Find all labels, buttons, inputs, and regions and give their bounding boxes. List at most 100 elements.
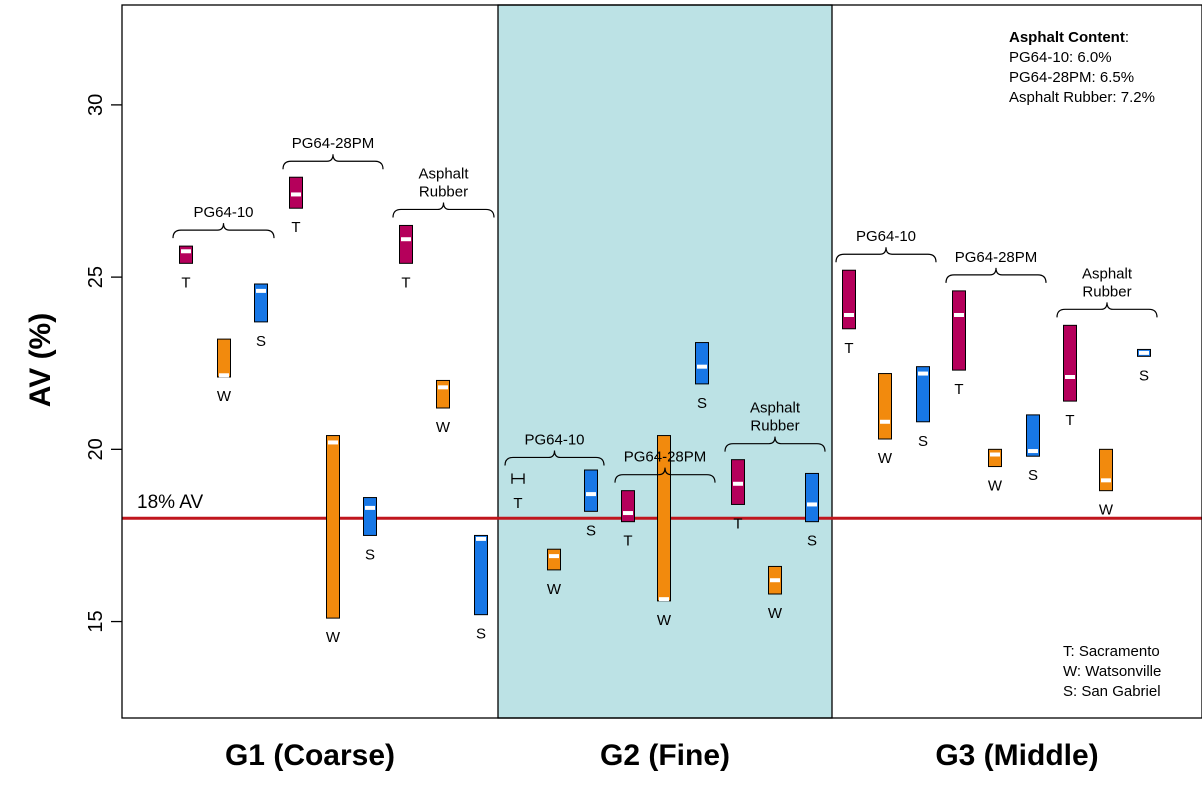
bar-code-label: S (365, 546, 375, 563)
range-bar (916, 366, 930, 423)
bars-layer: T W S T W S T W S T W S T W S T W S T W S T W S T W S (179, 176, 1151, 646)
bar-code-label: W (547, 581, 562, 598)
bar-code-label: T (291, 219, 300, 236)
bar-code-label: S (918, 433, 928, 450)
group-label-1: G1 (Coarse) (225, 739, 395, 772)
range-bar (474, 534, 488, 616)
range-bar (1063, 324, 1077, 402)
bar-code-label: W (1099, 502, 1114, 519)
mean-marker (438, 385, 448, 390)
bar-code-label: W (768, 605, 783, 622)
y-tick-label: 30 (85, 94, 107, 116)
binder-label: PG64-28PM (624, 449, 707, 466)
bar-code-label: W (217, 388, 232, 405)
range-bar (1099, 448, 1113, 492)
mean-marker (918, 371, 928, 376)
bar-code-label: S (586, 522, 596, 539)
legend: T: Sacramento W: Watsonville S: San Gabrie… (1063, 643, 1161, 700)
mean-marker (549, 554, 559, 559)
mean-marker (401, 237, 411, 242)
binder-brace (392, 202, 495, 218)
bar-code-label: S (807, 533, 817, 550)
bar-code-label: T (733, 515, 742, 532)
range-bar (1026, 414, 1040, 457)
binder-brace (724, 436, 826, 452)
bar-code-label: T (513, 495, 522, 512)
binder-label: Asphalt Rubber (1082, 265, 1133, 300)
mean-marker (990, 452, 1000, 457)
binder-brace (614, 467, 716, 483)
bar-code-label: S (256, 333, 266, 350)
legend-item: W: Watsonville (1063, 663, 1161, 680)
annotation-line: Asphalt Rubber: 7.2% (1009, 89, 1155, 106)
y-tick-label: 20 (85, 438, 107, 460)
mean-marker (880, 419, 890, 424)
range-bar (988, 448, 1002, 468)
bar-code-label: T (954, 381, 963, 398)
binder-label: PG64-10 (524, 431, 584, 448)
binder-brace (282, 154, 384, 170)
range-bar (878, 373, 892, 440)
bar-code-label: T (1065, 412, 1074, 429)
mean-marker (954, 313, 964, 317)
bar-code-label: S (1139, 367, 1149, 384)
y-tick-label: 25 (85, 266, 107, 288)
binder-brace (1056, 302, 1158, 318)
bar-code-label: S (1028, 467, 1038, 484)
bar-code-label: T (181, 274, 190, 291)
plot-frame (121, 4, 1202, 719)
binder-label: PG64-28PM (955, 249, 1038, 266)
range-bar (399, 224, 413, 264)
mean-marker (623, 511, 633, 516)
range-bar (952, 290, 966, 371)
mean-marker (586, 492, 596, 497)
range-bar (547, 548, 561, 571)
group-label-2: G2 (Fine) (600, 739, 730, 772)
mean-marker (476, 536, 486, 541)
legend-item: S: San Gabriel (1063, 683, 1161, 700)
asphalt-content-annotation: Asphalt Content: PG64-10: 6.0% PG64-28PM: … (1009, 29, 1155, 106)
bar-code-label: W (878, 450, 893, 467)
binder-label: PG64-10 (856, 228, 916, 245)
binder-label: Asphalt Rubber (750, 400, 801, 435)
mean-marker (1028, 449, 1038, 454)
binder-brace (835, 247, 937, 263)
range-bar (217, 338, 231, 378)
bar-code-label: S (697, 395, 707, 412)
annotation-line: PG64-28PM: 6.5% (1009, 69, 1134, 86)
range-bar (842, 269, 856, 330)
range-bar (363, 497, 377, 536)
bar-code-label: T (623, 533, 632, 550)
legend-item: T: Sacramento (1063, 643, 1160, 660)
bar-code-label: W (436, 419, 451, 436)
mean-marker (659, 597, 669, 602)
binder-label: PG64-10 (193, 204, 253, 221)
mean-marker (291, 192, 301, 197)
y-tick-label: 15 (85, 610, 107, 632)
binder-brace (945, 267, 1047, 283)
mean-marker (733, 481, 743, 486)
bar-code-label: S (476, 626, 486, 643)
y-axis: 15 20 25 30 (85, 94, 122, 633)
mean-marker (807, 502, 817, 507)
range-bar (179, 245, 193, 264)
range-bar (584, 469, 598, 512)
group-label-3: G3 (Middle) (935, 739, 1098, 772)
mean-marker (1065, 375, 1075, 379)
range-bar (695, 342, 709, 385)
binder-brace (172, 223, 275, 239)
mean-marker (256, 288, 266, 293)
range-bar (326, 435, 340, 619)
bar-code-label: T (844, 340, 853, 357)
mean-marker (1101, 478, 1111, 483)
binder-label: PG64-28PM (292, 135, 375, 152)
mean-marker (1139, 350, 1149, 355)
bar-code-label: W (657, 612, 672, 629)
mean-marker (181, 249, 191, 254)
range-bar (436, 379, 450, 409)
mean-marker (365, 505, 375, 510)
annotation-line: PG64-10: 6.0% (1009, 49, 1112, 66)
bar-code-label: W (326, 629, 341, 646)
range-bar (621, 490, 635, 523)
